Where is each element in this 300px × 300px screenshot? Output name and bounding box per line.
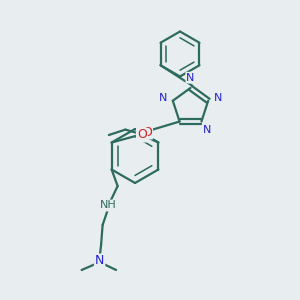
- Text: N: N: [203, 125, 211, 135]
- Text: N: N: [159, 93, 167, 103]
- Text: O: O: [142, 125, 152, 139]
- Text: O: O: [137, 128, 147, 142]
- Text: N: N: [186, 73, 195, 83]
- Text: N: N: [95, 254, 104, 268]
- Text: NH: NH: [100, 200, 117, 211]
- Text: N: N: [214, 93, 222, 103]
